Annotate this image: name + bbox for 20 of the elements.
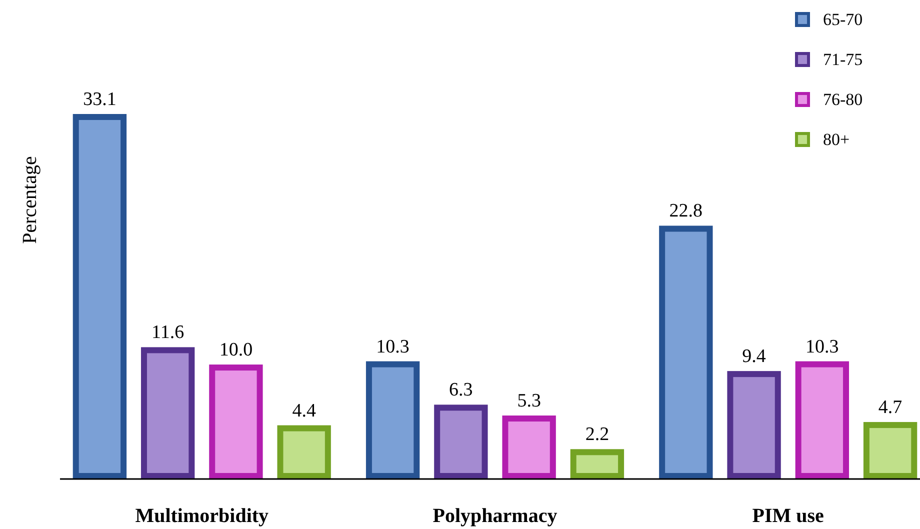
legend-label: 65-70 [823,10,863,29]
data-label: 10.3 [806,336,839,358]
data-label: 4.4 [292,400,316,422]
data-label: 5.3 [517,390,541,412]
data-label: 10.0 [219,340,253,361]
x-tick-label: Multimorbidity [135,505,269,527]
data-label: 9.4 [742,346,766,368]
legend-label: 71-75 [823,50,863,69]
y-axis-title: Percentage [19,156,41,244]
x-tick-label: PIM use [752,505,824,527]
legend-label: 80+ [823,130,850,149]
data-label: 11.6 [152,322,184,344]
data-label: 10.3 [376,336,410,358]
x-tick-label: Polypharmacy [432,505,558,527]
data-label: 33.1 [83,89,116,110]
data-label: 22.8 [669,200,703,222]
legend-label: 76-80 [823,90,863,109]
data-label: 4.7 [878,397,902,418]
data-label: 6.3 [449,380,473,401]
data-label: 2.2 [585,424,610,446]
